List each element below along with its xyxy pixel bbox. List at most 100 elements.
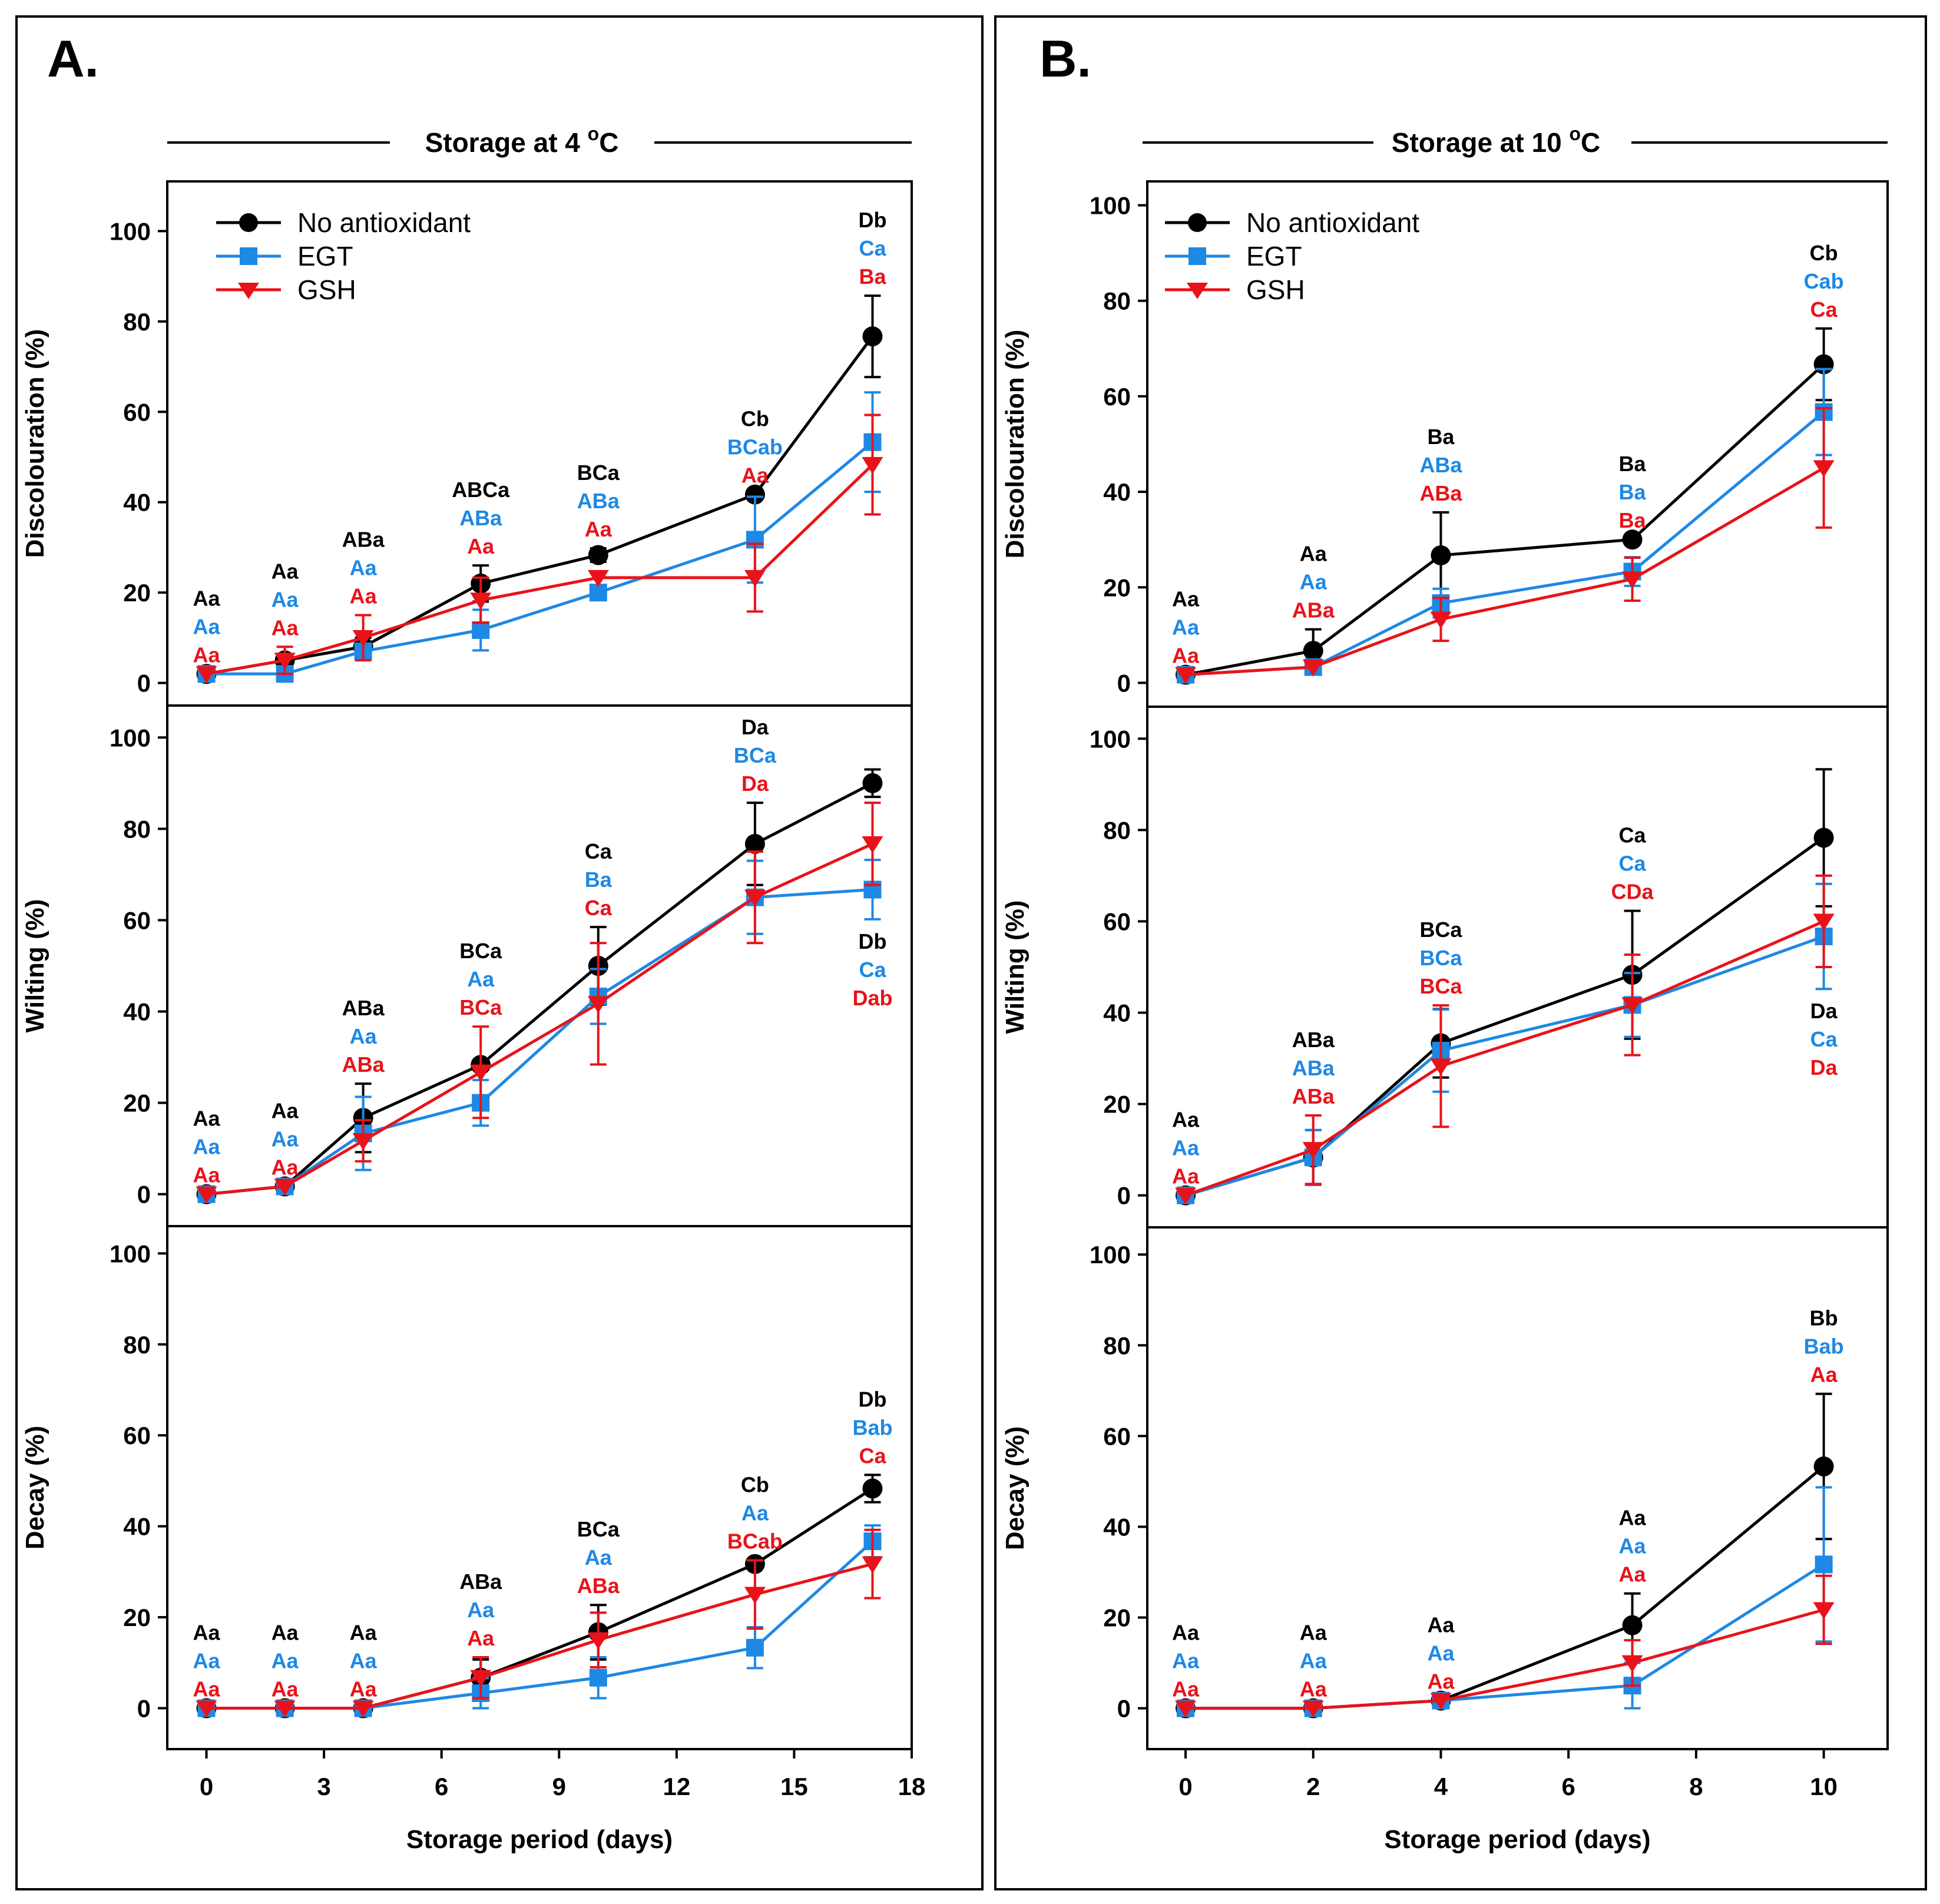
significance-label: Aa	[1300, 1621, 1327, 1645]
y-tick-label: 100	[110, 217, 151, 245]
significance-label: BCa	[459, 939, 502, 963]
significance-label: Aa	[350, 1649, 378, 1673]
significance-label: Ba	[1619, 480, 1647, 504]
significance-label: BCa	[459, 995, 502, 1019]
significance-label: BCa	[577, 1517, 620, 1541]
data-point	[1813, 913, 1835, 931]
data-point	[862, 1478, 883, 1499]
data-point	[352, 630, 374, 647]
legend-label-no-antioxidant: No antioxidant	[297, 207, 471, 238]
y-tick-label: 40	[1103, 1513, 1131, 1541]
significance-label: Aa	[1300, 1649, 1327, 1673]
significance-label: Aa	[272, 1099, 299, 1123]
data-point	[1430, 1693, 1452, 1710]
significance-label: Ca	[859, 958, 886, 982]
significance-label: Aa	[1619, 1562, 1647, 1587]
data-point	[862, 773, 883, 793]
y-tick-label: 60	[1103, 908, 1131, 935]
significance-label: Ca	[859, 236, 886, 260]
y-tick-label: 20	[1103, 1604, 1131, 1632]
series-gsh	[196, 413, 883, 684]
significance-label: Aa	[350, 1621, 378, 1645]
y-tick-label: 0	[137, 1695, 151, 1723]
significance-label: Aa	[585, 1545, 613, 1569]
significance-label: Aa	[741, 1501, 769, 1525]
significance-label: Aa	[193, 643, 221, 667]
x-tick-label: 2	[1306, 1773, 1320, 1800]
y-tick-label: 0	[1117, 669, 1131, 697]
y-axis-title: Wilting (%)	[21, 899, 49, 1033]
legend-label-egt: EGT	[1246, 241, 1302, 271]
x-tick-label: 15	[780, 1773, 808, 1800]
significance-label: Db	[858, 929, 886, 953]
significance-label: ABa	[1419, 481, 1462, 505]
significance-label: Da	[1810, 1055, 1838, 1080]
chart-a-decay: 0 20 40 60 80 100 Decay (%) 0 3 6 9 12 15 18 Storage p…	[21, 1225, 925, 1854]
y-axis-title: Wilting (%)	[1001, 900, 1029, 1034]
significance-label: Ba	[1619, 508, 1647, 532]
legend-label-gsh: GSH	[1246, 274, 1305, 305]
legend-label-no-antioxidant: No antioxidant	[1246, 207, 1419, 238]
y-tick-label: 40	[123, 489, 151, 516]
significance-label: Da	[741, 715, 769, 739]
y-tick-label: 0	[137, 670, 151, 697]
significance-label: Aa	[1172, 644, 1200, 668]
x-tick-label: 0	[200, 1773, 213, 1800]
significance-label: ABa	[577, 1574, 620, 1598]
y-axis-title: Decay (%)	[21, 1426, 49, 1549]
significance-label: Aa	[467, 534, 495, 558]
y-tick-label: 20	[123, 1604, 151, 1631]
data-point	[1431, 545, 1451, 565]
legend-marker-egt	[1189, 247, 1206, 265]
y-tick-label: 80	[1103, 816, 1131, 844]
data-point	[587, 569, 609, 587]
chart-a-discolouration: 0 20 40 60 80 100 Discolouration (%) Aa Aa Aa Aa Aa…	[21, 180, 913, 707]
significance-label: ABa	[1292, 598, 1335, 622]
significance-label: Aa	[1300, 542, 1327, 566]
significance-label: Ca	[585, 839, 613, 863]
y-tick-label: 20	[123, 1090, 151, 1117]
data-point	[472, 621, 490, 639]
data-point	[274, 1700, 296, 1718]
significance-label: Aa	[1172, 1677, 1200, 1701]
significance-label: Ba	[585, 867, 613, 892]
significance-label: Aa	[193, 1649, 221, 1673]
significance-label: Aa	[1427, 1641, 1455, 1665]
data-point	[1815, 1555, 1833, 1574]
significance-label: Ca	[585, 896, 613, 920]
y-tick-label: 0	[1117, 1182, 1131, 1210]
significance-label: ABa	[342, 528, 385, 552]
y-tick-label: 40	[123, 998, 151, 1026]
significance-label: BCa	[577, 461, 620, 485]
significance-label: ABa	[459, 1569, 502, 1594]
data-point	[1622, 1615, 1643, 1635]
data-point	[1175, 1700, 1197, 1718]
data-point	[1303, 641, 1323, 661]
significance-label: Aa	[1810, 1363, 1838, 1387]
y-tick-label: 80	[123, 815, 151, 843]
significance-label: Aa	[350, 1677, 378, 1701]
y-tick-label: 20	[1103, 574, 1131, 601]
y-tick-label: 80	[1103, 1332, 1131, 1359]
panel-b-storage-title: Storage at 10 oC	[1392, 123, 1600, 158]
data-point	[744, 484, 765, 505]
significance-label: Da	[1810, 999, 1838, 1023]
significance-label: Aa	[272, 1677, 299, 1701]
significance-label: Cb	[741, 407, 769, 431]
y-tick-label: 100	[1090, 192, 1131, 220]
panel-b-frame	[994, 15, 1927, 1890]
significance-label: Aa	[1300, 570, 1327, 594]
legend-marker-gsh	[238, 283, 259, 299]
x-tick-label: 6	[1562, 1773, 1575, 1800]
significance-label: ABa	[1292, 1056, 1335, 1080]
significance-label: Aa	[467, 1598, 495, 1622]
y-tick-label: 100	[1090, 1241, 1131, 1269]
significance-label: Aa	[741, 463, 769, 488]
significance-label: Aa	[193, 1107, 221, 1131]
significance-label: Aa	[467, 1626, 495, 1650]
series-gsh	[196, 802, 883, 1204]
y-tick-label: 40	[1103, 999, 1131, 1027]
data-point	[1430, 611, 1452, 629]
significance-label: BCa	[734, 743, 777, 767]
